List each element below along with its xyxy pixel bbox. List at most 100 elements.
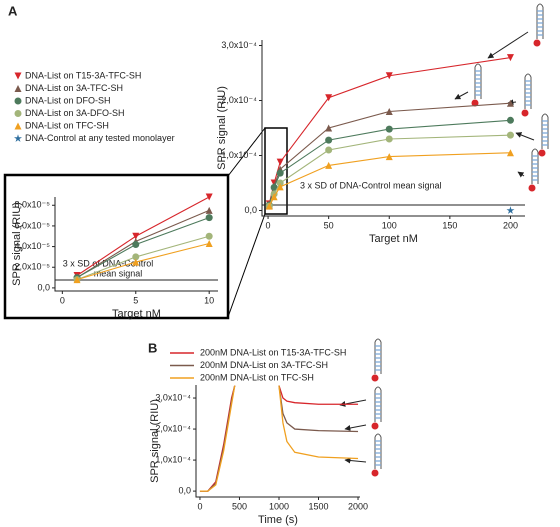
x-axis-title: Target nM <box>112 308 161 320</box>
x-tick-label: 0 <box>60 295 65 305</box>
point <box>205 239 213 247</box>
y-axis-title: SPR signal (RIU) <box>216 86 228 170</box>
point <box>276 179 284 187</box>
legend-label: 200nM DNA-List on T15-3A-TFC-SH <box>200 347 346 357</box>
series-line <box>268 134 511 207</box>
zoom-link <box>227 127 266 177</box>
point <box>276 183 284 191</box>
structure-icons <box>339 3 549 478</box>
inset-frame <box>3 173 230 320</box>
series-line <box>199 385 359 492</box>
x-tick-label: 1500 <box>308 501 328 511</box>
point <box>270 183 278 191</box>
axis-line <box>261 40 525 217</box>
y-tick-label: 3,0x10⁻⁴ <box>221 40 257 50</box>
x-tick-label: 0 <box>197 501 202 511</box>
legend-marker <box>14 72 22 80</box>
x-tick-label: 200 <box>503 220 518 230</box>
y-tick-label: 0,0 <box>178 485 191 495</box>
series-line <box>199 385 359 492</box>
point <box>132 232 140 240</box>
y-axis-title: SPR signal (RIU) <box>149 399 161 483</box>
legend-marker <box>14 122 22 130</box>
point <box>276 169 284 177</box>
point <box>506 54 514 62</box>
legend-marker <box>14 134 22 142</box>
legend-label: DNA-Control at any tested monolayer <box>25 133 175 143</box>
x-tick-label: 5 <box>133 295 138 305</box>
x-tick-label: 500 <box>232 501 247 511</box>
y-tick-label: 4,0x10⁻⁵ <box>14 241 50 251</box>
y-tick-label: 0,0 <box>37 282 50 292</box>
point <box>506 116 514 124</box>
point <box>205 232 213 240</box>
plot-area <box>73 193 213 284</box>
point <box>325 146 333 154</box>
point <box>205 214 213 222</box>
y-tick-label: 1,0x10⁻⁴ <box>155 454 191 464</box>
point <box>14 110 22 117</box>
x-tick-label: 0 <box>266 220 271 230</box>
y-axis-title: SPR signal (RIU) <box>11 202 23 286</box>
plot-area <box>265 54 515 214</box>
threshold-label: mean signal <box>94 268 143 278</box>
point <box>132 258 140 266</box>
point <box>385 135 393 143</box>
point <box>385 153 393 161</box>
panel-label: B <box>148 340 157 355</box>
point <box>325 136 333 144</box>
point <box>506 131 514 139</box>
point <box>506 99 514 107</box>
point <box>385 72 393 80</box>
legend-marker <box>14 85 22 92</box>
legend-label: DNA-List on 3A-TFC-SH <box>25 83 123 93</box>
y-tick-label: 2,0x10⁻⁵ <box>14 262 50 272</box>
point <box>506 206 515 214</box>
threshold-label: 3 x SD of DNA-Control <box>63 258 154 268</box>
point <box>506 149 514 157</box>
legend-label: DNA-List on T15-3A-TFC-SH <box>25 70 141 80</box>
point <box>270 193 278 201</box>
point <box>132 241 140 249</box>
point <box>205 206 213 214</box>
x-axis-title: Time (s) <box>258 514 298 526</box>
x-tick-label: 10 <box>204 295 214 305</box>
y-tick-label: 0,0 <box>244 205 257 215</box>
axis-line <box>54 197 218 292</box>
point <box>325 161 333 169</box>
point <box>73 276 81 284</box>
plot-area <box>199 385 359 492</box>
point <box>325 94 333 102</box>
point <box>276 158 284 166</box>
point <box>265 202 273 210</box>
y-tick-label: 3,0x10⁻⁴ <box>155 392 191 402</box>
point <box>325 124 333 132</box>
threshold-label: 3 x SD of DNA-Control mean signal <box>300 180 442 190</box>
series-line <box>199 385 359 492</box>
point <box>385 125 393 133</box>
legend-label: DNA-List on TFC-SH <box>25 120 109 130</box>
y-tick-label: 2,0x10⁻⁴ <box>221 95 257 105</box>
x-axis-title: Target nM <box>369 233 418 245</box>
y-tick-label: 6,0x10⁻⁵ <box>14 220 50 230</box>
x-tick-label: 50 <box>324 220 334 230</box>
y-tick-label: 8,0x10⁻⁵ <box>14 200 50 210</box>
x-tick-label: 2000 <box>348 501 368 511</box>
y-tick-label: 1,0x10⁻⁴ <box>221 150 257 160</box>
x-tick-label: 100 <box>382 220 397 230</box>
zoom-link <box>227 213 266 318</box>
legend-label: 200nM DNA-List on TFC-SH <box>200 372 314 382</box>
point <box>14 97 22 105</box>
legend-label: DNA-List on DFO-SH <box>25 95 111 105</box>
x-tick-label: 1000 <box>269 501 289 511</box>
point <box>205 193 213 201</box>
zoom-box <box>264 127 288 215</box>
panel-label: A <box>8 3 18 18</box>
axis-line <box>195 385 360 498</box>
legend-label: DNA-List on 3A-DFO-SH <box>25 108 125 118</box>
legend-label: 200nM DNA-List on 3A-TFC-SH <box>200 360 328 370</box>
y-tick-label: 2,0x10⁻⁴ <box>155 423 191 433</box>
series-line <box>268 119 511 206</box>
x-tick-label: 150 <box>442 220 457 230</box>
